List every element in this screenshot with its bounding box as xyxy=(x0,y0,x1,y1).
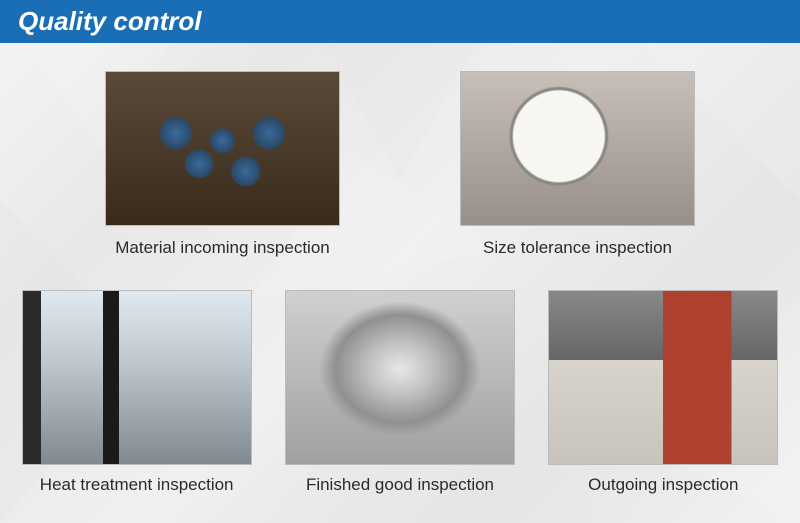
caption-finished-good: Finished good inspection xyxy=(306,475,494,495)
image-outgoing xyxy=(548,290,778,465)
page-title: Quality control xyxy=(18,6,782,37)
header-bar: Quality control xyxy=(0,0,800,43)
caption-outgoing: Outgoing inspection xyxy=(588,475,738,495)
inspection-row-1: Material incoming inspection Size tolera… xyxy=(10,71,790,258)
caption-heat-treatment: Heat treatment inspection xyxy=(40,475,234,495)
content-area: Material incoming inspection Size tolera… xyxy=(0,43,800,495)
inspection-row-2: Heat treatment inspection Finished good … xyxy=(10,290,790,495)
image-heat-treatment xyxy=(22,290,252,465)
card-material-incoming: Material incoming inspection xyxy=(105,71,340,258)
image-finished-good xyxy=(285,290,515,465)
card-finished-good: Finished good inspection xyxy=(285,290,515,495)
image-size-tolerance xyxy=(460,71,695,226)
image-material-incoming xyxy=(105,71,340,226)
card-size-tolerance: Size tolerance inspection xyxy=(460,71,695,258)
caption-size-tolerance: Size tolerance inspection xyxy=(483,238,672,258)
caption-material-incoming: Material incoming inspection xyxy=(115,238,330,258)
card-heat-treatment: Heat treatment inspection xyxy=(22,290,252,495)
card-outgoing: Outgoing inspection xyxy=(548,290,778,495)
